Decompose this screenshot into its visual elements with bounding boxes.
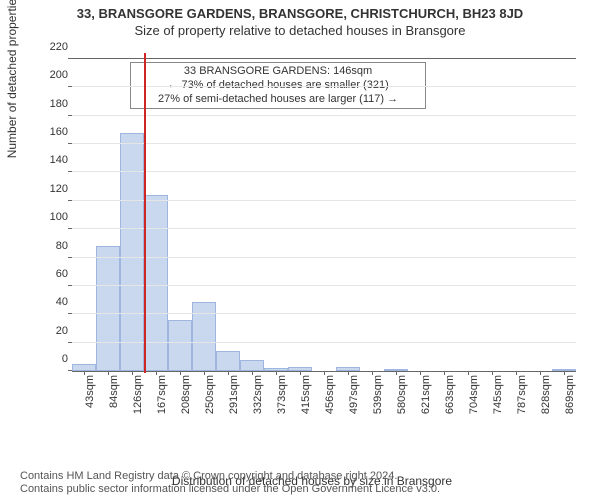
y-tick-label: 20 [56, 325, 72, 337]
x-tick-label: 373sqm [276, 375, 288, 414]
y-tick-mark [68, 285, 72, 286]
histogram-bar [144, 195, 168, 371]
y-tick-mark [68, 86, 72, 87]
x-tick-label: 456sqm [324, 375, 336, 414]
histogram-bar [96, 246, 120, 371]
y-tick-label: 120 [50, 183, 72, 195]
marker-line [144, 53, 146, 373]
x-tick-label: 539sqm [372, 375, 384, 414]
y-tick-mark [68, 171, 72, 172]
y-tick-mark [68, 200, 72, 201]
gridline [72, 143, 576, 144]
x-tick-label: 291sqm [228, 375, 240, 414]
gridline [72, 115, 576, 116]
histogram-bar [192, 302, 216, 371]
y-tick-mark [68, 115, 72, 116]
x-tick-label: 208sqm [180, 375, 192, 414]
x-tick-label: 704sqm [468, 375, 480, 414]
gridline [72, 86, 576, 87]
x-tick-label: 497sqm [348, 375, 360, 414]
x-tick-label: 621sqm [420, 375, 432, 414]
x-tick-label: 580sqm [396, 375, 408, 414]
histogram-bar [72, 364, 96, 371]
y-tick-mark [68, 58, 72, 59]
x-tick-label: 415sqm [300, 375, 312, 414]
page-title: 33, BRANSGORE GARDENS, BRANSGORE, CHRIST… [0, 0, 600, 21]
gridline [72, 342, 576, 343]
annotation-line: 33 BRANSGORE GARDENS: 146sqm [137, 65, 419, 79]
y-tick-mark [68, 143, 72, 144]
y-tick-mark [68, 257, 72, 258]
x-tick-label: 126sqm [132, 375, 144, 414]
page-root: 33, BRANSGORE GARDENS, BRANSGORE, CHRIST… [0, 0, 600, 500]
y-tick-label: 200 [50, 69, 72, 81]
footer-attribution: Contains HM Land Registry data © Crown c… [20, 470, 592, 496]
footer-line: Contains HM Land Registry data © Crown c… [20, 470, 592, 483]
gridline [72, 200, 576, 201]
y-axis-label: Number of detached properties [5, 0, 19, 158]
y-tick-label: 0 [62, 353, 72, 365]
y-tick-label: 100 [50, 211, 72, 223]
y-tick-label: 220 [50, 41, 72, 53]
y-tick-label: 180 [50, 98, 72, 110]
gridline [72, 257, 576, 258]
x-tick-label: 84sqm [108, 375, 120, 408]
x-tick-label: 745sqm [492, 375, 504, 414]
y-tick-label: 160 [50, 126, 72, 138]
x-tick-label: 43sqm [84, 375, 96, 408]
y-tick-mark [68, 370, 72, 371]
x-tick-label: 869sqm [564, 375, 576, 414]
gridline [72, 285, 576, 286]
histogram-bar [216, 351, 240, 371]
x-tick-label: 787sqm [516, 375, 528, 414]
footer-line: Contains public sector information licen… [20, 483, 592, 496]
chart-area: Number of detached properties 33 BRANSGO… [42, 48, 582, 420]
histogram-bar [168, 320, 192, 371]
histogram-bar [120, 133, 144, 371]
y-tick-mark [68, 342, 72, 343]
x-tick-label: 332sqm [252, 375, 264, 414]
x-tick-label: 167sqm [156, 375, 168, 414]
y-tick-label: 60 [56, 268, 72, 280]
annotation-line: 27% of semi-detached houses are larger (… [137, 93, 419, 107]
page-subtitle: Size of property relative to detached ho… [0, 21, 600, 38]
y-tick-label: 40 [56, 296, 72, 308]
gridline [72, 313, 576, 314]
plot-region: 33 BRANSGORE GARDENS: 146sqm← 73% of det… [72, 58, 576, 372]
histogram-bar [240, 360, 264, 371]
y-tick-label: 140 [50, 154, 72, 166]
y-tick-label: 80 [56, 240, 72, 252]
y-tick-mark [68, 228, 72, 229]
gridline [72, 228, 576, 229]
x-tick-label: 828sqm [540, 375, 552, 414]
x-tick-label: 250sqm [204, 375, 216, 414]
gridline [72, 171, 576, 172]
y-tick-mark [68, 313, 72, 314]
x-tick-label: 663sqm [444, 375, 456, 414]
